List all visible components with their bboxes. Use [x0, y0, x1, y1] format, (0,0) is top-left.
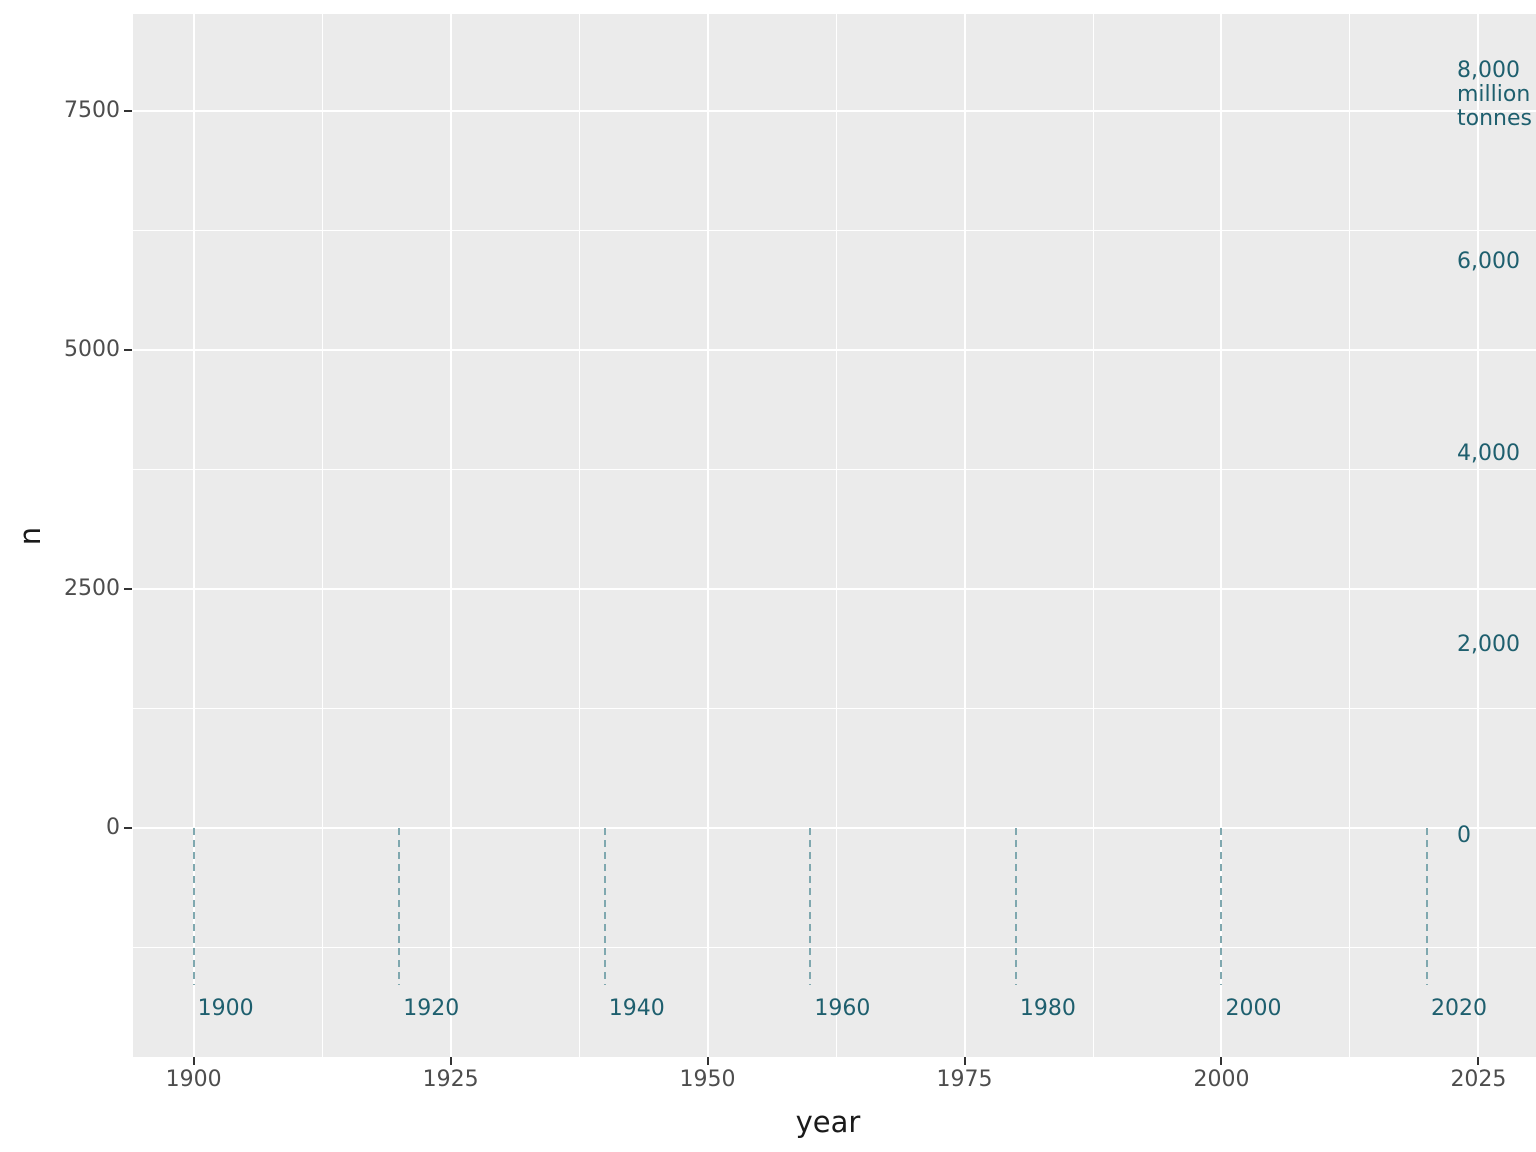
y-tick-label: 2500: [64, 575, 120, 601]
x-gridline-minor: [1349, 14, 1351, 1057]
right-axis-label: 4,000: [1457, 440, 1520, 466]
x-tick-label: 1950: [679, 1067, 736, 1092]
x-gridline-major: [192, 14, 195, 1057]
y-tick-mark: [124, 109, 132, 112]
decade-marker-line: [192, 828, 195, 985]
right-axis-label-line: 2,000: [1457, 631, 1520, 657]
decade-marker-line: [603, 828, 606, 985]
x-tick-label: 2025: [1450, 1067, 1507, 1092]
decade-marker-label: 2000: [1225, 996, 1282, 1021]
y-gridline-minor: [133, 468, 1536, 470]
decade-marker-label: 1940: [608, 996, 665, 1021]
y-gridline-minor: [133, 708, 1536, 709]
y-gridline-minor: [133, 229, 1536, 231]
y-tick-mark: [124, 587, 132, 590]
y-gridline-major: [133, 348, 1536, 351]
right-axis-label-line: tonnes: [1457, 106, 1532, 132]
y-tick-mark: [124, 827, 132, 830]
decade-marker-label: 1920: [403, 996, 460, 1021]
right-axis-label-line: 8,000: [1457, 58, 1520, 84]
y-gridline-major: [133, 587, 1536, 590]
decade-marker-label: 1960: [814, 996, 871, 1021]
y-gridline-major: [133, 109, 1536, 112]
x-tick-mark: [706, 1057, 709, 1065]
x-tick-mark: [963, 1057, 966, 1065]
x-gridline-minor: [578, 14, 580, 1057]
right-axis-label: 6,000: [1457, 250, 1520, 274]
x-gridline-major: [706, 14, 709, 1057]
x-gridline-major: [963, 14, 966, 1057]
plot-panel: [133, 14, 1536, 1057]
x-gridline-minor: [835, 14, 837, 1057]
y-gridline-minor: [133, 947, 1536, 949]
decade-marker-line: [1220, 828, 1223, 985]
x-tick-label: 1975: [936, 1067, 993, 1092]
right-axis-label-line: 4,000: [1457, 440, 1520, 466]
right-axis-label: 8,000 million tonnes: [1457, 59, 1532, 131]
y-tick-label: 0: [106, 815, 120, 841]
x-tick-mark: [1220, 1057, 1223, 1065]
decade-marker-line: [398, 828, 401, 985]
decade-marker-line: [809, 828, 812, 985]
y-axis-title: n: [13, 526, 47, 546]
x-tick-label: 2000: [1193, 1067, 1250, 1092]
x-gridline-major: [1220, 14, 1223, 1057]
x-tick-mark: [449, 1057, 452, 1065]
x-tick-label: 1900: [165, 1067, 222, 1092]
x-axis-title: year: [795, 1105, 861, 1139]
x-tick-mark: [192, 1057, 195, 1065]
x-gridline-minor: [321, 14, 323, 1057]
right-axis-label: 0: [1457, 824, 1471, 848]
decade-marker-label: 1900: [197, 996, 254, 1021]
decade-marker-line: [1014, 828, 1017, 985]
x-gridline-minor: [1092, 14, 1094, 1057]
right-axis-label: 2,000: [1457, 631, 1520, 657]
right-axis-label-line: 6,000: [1457, 249, 1520, 275]
y-tick-mark: [124, 348, 132, 351]
decade-marker-line: [1426, 828, 1429, 985]
x-tick-label: 1925: [422, 1067, 479, 1092]
decade-marker-label: 2020: [1431, 996, 1488, 1021]
right-axis-label-line: million: [1457, 82, 1531, 108]
x-gridline-major: [1477, 14, 1480, 1057]
y-gridline-major: [133, 827, 1536, 830]
x-tick-mark: [1477, 1057, 1480, 1065]
x-gridline-major: [449, 14, 452, 1057]
y-tick-label: 7500: [64, 97, 120, 123]
y-tick-label: 5000: [64, 336, 120, 362]
decade-marker-label: 1980: [1019, 996, 1076, 1021]
right-axis-label-line: 0: [1457, 823, 1471, 849]
